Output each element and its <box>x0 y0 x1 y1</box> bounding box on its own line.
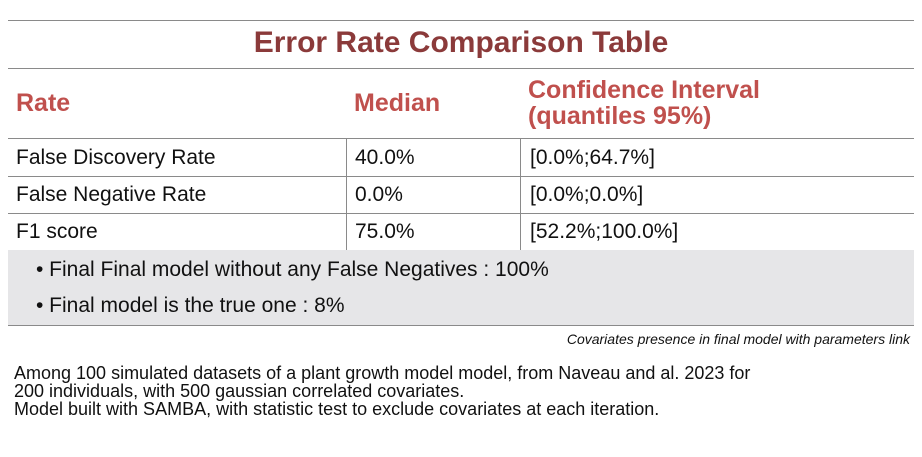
row-3-ci: [52.2%;100.0%] <box>530 220 679 243</box>
description: Among 100 simulated datasets of a plant … <box>14 364 909 418</box>
column-divider-2 <box>520 139 521 250</box>
row-1-median: 40.0% <box>355 146 415 169</box>
row-2-ci: [0.0%;0.0%] <box>530 183 644 206</box>
description-line-1: Among 100 simulated datasets of a plant … <box>14 363 751 383</box>
title-rule <box>8 68 914 69</box>
notes-box <box>8 250 914 325</box>
header-rule <box>8 138 914 139</box>
column-divider-1 <box>346 139 347 250</box>
note-false-negatives: • Final Final model without any False Ne… <box>36 258 549 281</box>
description-line-2: 200 individuals, with 500 gaussian corre… <box>14 381 465 401</box>
header-ci-line-1: Confidence Interval <box>528 76 760 104</box>
table-caption: Covariates presence in final model with … <box>566 331 910 347</box>
description-line-3: Model built with SAMBA, with statistic t… <box>14 399 660 419</box>
row-2-median: 0.0% <box>355 183 403 206</box>
row-3-rate: F1 score <box>16 220 98 243</box>
header-confidence-interval: Confidence Interval (quantiles 95%) <box>528 77 760 129</box>
notes-bottom-rule <box>8 325 914 326</box>
table-top-rule <box>8 20 914 21</box>
header-ci-line-2: (quantiles 95%) <box>528 102 712 130</box>
row-2-rule <box>8 213 914 214</box>
header-rate: Rate <box>16 89 71 117</box>
header-median: Median <box>354 89 441 117</box>
row-1-ci: [0.0%;64.7%] <box>530 146 655 169</box>
row-3-median: 75.0% <box>355 220 415 243</box>
note-true-model: • Final model is the true one : 8% <box>36 294 345 317</box>
row-1-rule <box>8 176 914 177</box>
table-title: Error Rate Comparison Table <box>253 26 669 59</box>
row-2-rate: False Negative Rate <box>16 183 207 206</box>
row-1-rate: False Discovery Rate <box>16 146 216 169</box>
